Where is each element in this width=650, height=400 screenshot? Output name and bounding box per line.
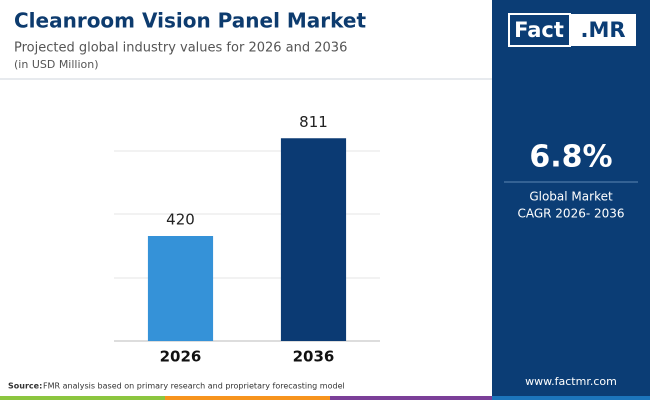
bar xyxy=(280,138,347,341)
value-label: 420 xyxy=(166,211,195,229)
site-url: www.factmr.com xyxy=(525,375,617,388)
cagr-value: 6.8% xyxy=(529,140,612,175)
chart-title: Cleanroom Vision Panel Market xyxy=(14,9,366,33)
chart-subtitle: Projected global industry values for 202… xyxy=(14,41,347,56)
source-label: Source: xyxy=(8,382,42,391)
plot: 2026 420 2036 811 xyxy=(147,113,347,366)
cagr-line1: Global Market xyxy=(529,190,613,204)
logo-left: Fact xyxy=(514,18,564,42)
bar xyxy=(147,236,214,341)
logo-right-box xyxy=(570,14,636,46)
color-strip xyxy=(0,396,650,400)
source-text: FMR analysis based on primary research a… xyxy=(43,382,345,391)
x-tick-label: 2036 xyxy=(293,348,335,366)
logo-right: .MR xyxy=(580,18,625,42)
side-panel xyxy=(492,0,650,400)
value-label: 811 xyxy=(299,113,328,131)
unit-note: (in USD Million) xyxy=(14,58,99,71)
cagr-line2: CAGR 2026- 2036 xyxy=(517,207,624,221)
x-tick-label: 2026 xyxy=(160,348,202,366)
